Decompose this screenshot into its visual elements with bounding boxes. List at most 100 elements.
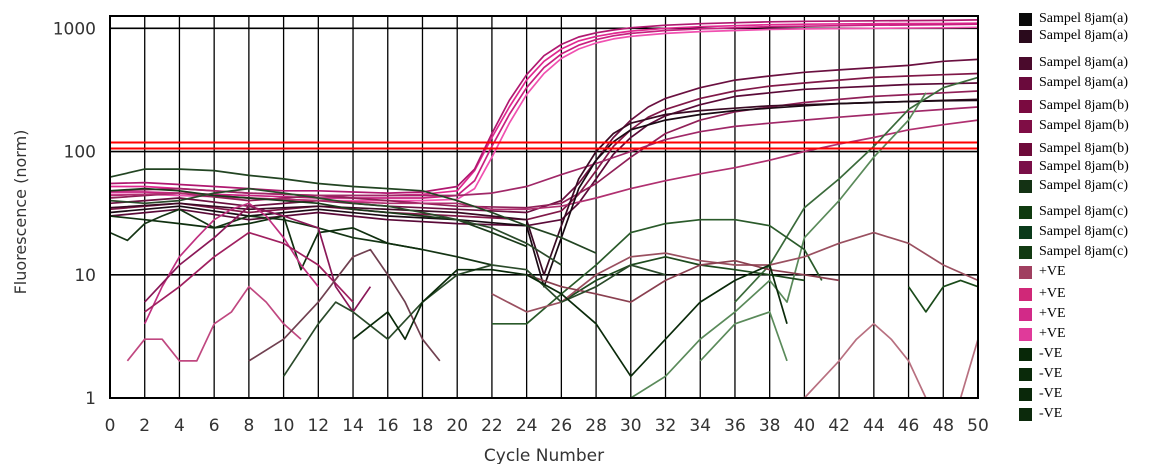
x-tick-label: 12: [307, 416, 329, 436]
legend-label: Sampel 8jam(c): [1039, 244, 1129, 259]
x-tick-label: 14: [342, 416, 364, 436]
x-tick-label: 24: [516, 416, 538, 436]
legend-item: Sampel 8jam(b): [1019, 139, 1129, 159]
legend-swatch: [1019, 307, 1032, 321]
x-axis-label: Cycle Number: [484, 446, 604, 464]
legend-label: Sampel 8jam(a): [1039, 75, 1129, 90]
x-tick-label: 20: [446, 416, 468, 436]
legend-label: Sampel 8jam(b): [1039, 118, 1129, 133]
legend-label: +VE: [1039, 326, 1066, 341]
y-axis-label: Fluorescence (norm): [11, 130, 30, 295]
legend-swatch: [1019, 29, 1032, 43]
series-line: [110, 23, 979, 199]
legend-label: -VE: [1039, 386, 1063, 401]
legend-label: +VE: [1039, 306, 1066, 321]
legend-item: +VE: [1019, 284, 1066, 304]
legend-swatch: [1019, 327, 1032, 341]
x-tick-label: 16: [377, 416, 399, 436]
x-tick-label: 50: [967, 416, 989, 436]
x-tick-label: 30: [620, 416, 642, 436]
series-line: [109, 82, 979, 227]
y-tick-label: 10: [74, 266, 96, 286]
legend-item: +VE: [1019, 304, 1066, 324]
legend-swatch: [1019, 56, 1032, 70]
legend-item: -VE: [1019, 404, 1062, 424]
y-tick-label: 1000: [53, 19, 96, 39]
threshold-line: [110, 141, 978, 150]
series-line: [630, 92, 927, 399]
legend-label: Sampel 8jam(c): [1039, 224, 1129, 239]
x-tick-label: 40: [794, 416, 816, 436]
legend-swatch: [1019, 367, 1032, 381]
legend-label: Sampel 8jam(b): [1039, 159, 1129, 174]
series-line: [699, 311, 788, 362]
legend-item: Sampel 8jam(c): [1019, 242, 1128, 262]
legend-swatch: [1019, 119, 1032, 133]
legend-swatch: [1019, 76, 1032, 90]
legend-swatch: [1019, 407, 1032, 421]
x-tick-label: 48: [932, 416, 954, 436]
legend-item: Sampel 8jam(a): [1019, 73, 1128, 93]
legend-label: -VE: [1039, 346, 1063, 361]
x-tick-label: 38: [759, 416, 781, 436]
x-tick-label: 0: [105, 416, 116, 436]
series-line: [144, 205, 372, 313]
legend-item: Sampel 8jam(c): [1019, 176, 1128, 196]
series-line: [248, 248, 441, 362]
x-tick-label: 26: [551, 416, 573, 436]
series-line: [526, 259, 840, 303]
x-tick-label: 18: [412, 416, 434, 436]
legend-item: -VE: [1019, 384, 1062, 404]
x-tick-labels: 0 2 4 6 8 10 12 14 16 18 20 22 24 26 28 30 32 34 36 38 40 42 4…: [105, 416, 989, 436]
legend-label: Sampel 8jam(a): [1039, 28, 1129, 43]
y-tick-label: 100: [64, 143, 96, 163]
x-tick-label: 32: [655, 416, 677, 436]
legend-label: Sampel 8jam(b): [1039, 98, 1129, 113]
legend-swatch: [1019, 160, 1032, 174]
legend-label: Sampel 8jam(c): [1039, 204, 1129, 219]
legend-swatch: [1019, 142, 1032, 156]
legend-swatch: [1019, 347, 1032, 361]
x-tick-label: 36: [724, 416, 746, 436]
legend-item: Sampel 8jam(a): [1019, 9, 1128, 29]
x-tick-label: 4: [174, 416, 185, 436]
series-line: [352, 264, 788, 378]
legend-label: +VE: [1039, 264, 1066, 279]
legend-swatch: [1019, 225, 1032, 239]
x-tick-label: 6: [209, 416, 220, 436]
x-tick-label: 2: [139, 416, 150, 436]
series-line: [734, 76, 979, 303]
legend-swatch: [1019, 265, 1032, 279]
series-line: [491, 218, 823, 325]
legend-label: Sampel 8jam(b): [1039, 141, 1129, 156]
legend-item: Sampel 8jam(a): [1019, 26, 1128, 46]
legend-item: Sampel 8jam(c): [1019, 222, 1128, 242]
legend-label: Sampel 8jam(c): [1039, 178, 1129, 193]
legend-item: -VE: [1019, 364, 1062, 384]
x-tick-label: 44: [863, 416, 885, 436]
plot-border: [109, 15, 979, 399]
y-tick-label: 1: [85, 389, 96, 409]
legend-swatch: [1019, 245, 1032, 259]
x-tick-label: 8: [243, 416, 254, 436]
legend-item: Sampel 8jam(c): [1019, 202, 1128, 222]
series-line: [109, 187, 562, 266]
legend-swatch: [1019, 205, 1032, 219]
series-line: [109, 168, 597, 254]
series-line: [144, 231, 354, 313]
legend-swatch: [1019, 387, 1032, 401]
legend-item: +VE: [1019, 324, 1066, 344]
legend-item: Sampel 8jam(b): [1019, 96, 1129, 116]
legend-label: -VE: [1039, 366, 1063, 381]
series-line: [560, 255, 805, 303]
series-line: [109, 19, 979, 194]
y-tick-labels: 1 10 100 1000: [53, 19, 96, 409]
series-line: [491, 231, 979, 313]
series-line: [109, 106, 979, 197]
x-tick-label: 42: [828, 416, 850, 436]
series-line: [282, 264, 666, 377]
series-line: [126, 285, 302, 362]
series-line: [907, 279, 979, 313]
legend-swatch: [1019, 287, 1032, 301]
